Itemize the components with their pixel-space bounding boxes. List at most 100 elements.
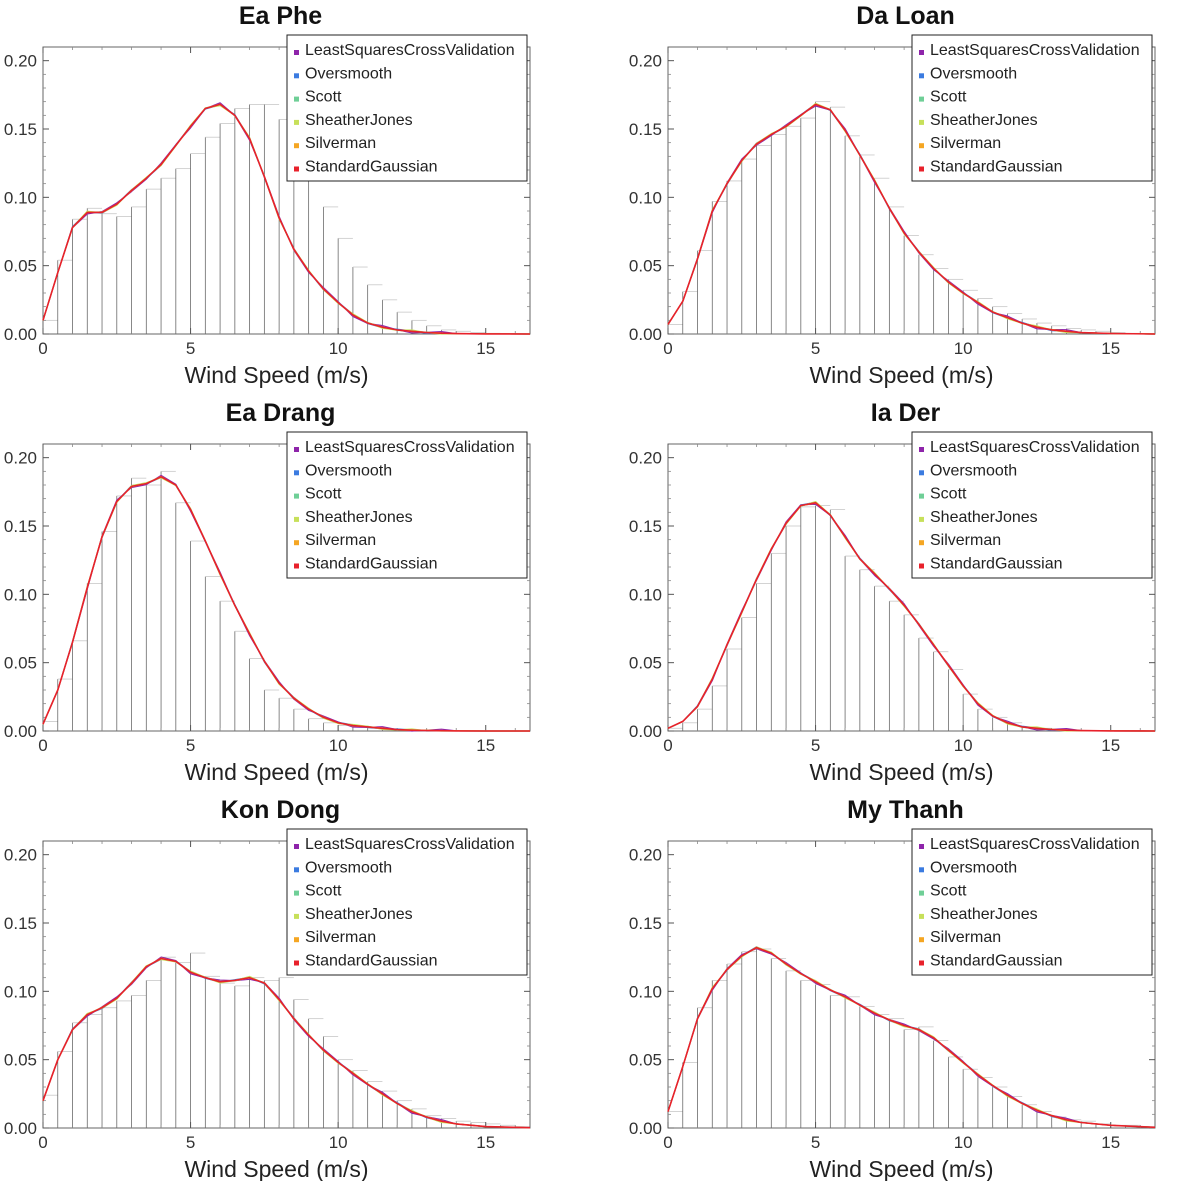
legend-swatch xyxy=(919,540,924,546)
legend-swatch xyxy=(919,143,924,149)
legend-swatch xyxy=(294,960,299,966)
chart-title: Da Loan xyxy=(856,2,955,30)
legend-label: Silverman xyxy=(305,929,376,946)
density-curve-silverman xyxy=(42,957,531,1129)
legend-label: Scott xyxy=(930,486,967,503)
y-tick-label: 0.00 xyxy=(4,325,37,344)
y-tick-label: 0.15 xyxy=(629,914,662,933)
x-tick-label: 10 xyxy=(329,1133,348,1152)
legend-swatch xyxy=(294,470,299,476)
y-tick-label: 0.10 xyxy=(629,188,662,207)
y-tick-label: 0.15 xyxy=(629,517,662,536)
legend-swatch xyxy=(919,890,924,896)
legend-label: StandardGaussian xyxy=(305,159,438,176)
legend-label: Oversmooth xyxy=(305,859,392,876)
legend-swatch xyxy=(294,493,299,499)
legend-label: StandardGaussian xyxy=(305,556,438,573)
y-tick-label: 0.00 xyxy=(629,722,662,741)
x-tick-label: 10 xyxy=(954,1133,973,1152)
y-tick-label: 0.10 xyxy=(4,982,37,1001)
x-tick-label: 15 xyxy=(476,736,495,755)
x-tick-label: 10 xyxy=(954,736,973,755)
y-tick-label: 0.20 xyxy=(4,449,37,468)
x-tick-label: 15 xyxy=(1101,1133,1120,1152)
legend-swatch xyxy=(294,119,299,125)
chart-title: My Thanh xyxy=(847,796,964,824)
legend-swatch xyxy=(294,143,299,149)
legend-label: Silverman xyxy=(305,532,376,549)
legend-box xyxy=(286,34,528,182)
x-axis-label: Wind Speed (m/s) xyxy=(184,362,368,388)
x-axis-label: Wind Speed (m/s) xyxy=(184,1156,368,1181)
legend-label: SheatherJones xyxy=(930,906,1038,923)
y-tick-label: 0.20 xyxy=(629,449,662,468)
x-axis-label: Wind Speed (m/s) xyxy=(809,1156,993,1181)
legend-label: Oversmooth xyxy=(930,462,1017,479)
legend-swatch xyxy=(919,73,924,79)
legend-swatch xyxy=(919,50,924,55)
chart-panel: Ea Drang 0.00 0.05 0.10 0.15 0.20 0 5 10 15 Wind S… xyxy=(4,399,531,785)
x-tick-label: 0 xyxy=(38,339,47,358)
legend-label: LeastSquaresCrossValidation xyxy=(305,439,515,456)
x-tick-label: 10 xyxy=(329,736,348,755)
x-tick-label: 5 xyxy=(186,1133,195,1152)
chart-panel: Ia Der 0.00 0.05 0.10 0.15 0.20 0 5 10 15 Wind Spe… xyxy=(629,399,1156,785)
legend-label: Scott xyxy=(930,89,967,106)
legend-swatch xyxy=(294,844,299,849)
x-tick-label: 5 xyxy=(186,736,195,755)
density-curve-standardgaussian xyxy=(42,103,531,335)
density-curve-standardgaussian xyxy=(667,946,1156,1129)
x-tick-label: 15 xyxy=(1101,736,1120,755)
legend-label: StandardGaussian xyxy=(305,953,438,970)
y-tick-label: 0.00 xyxy=(4,722,37,741)
x-tick-label: 5 xyxy=(186,339,195,358)
density-curve-standardgaussian xyxy=(667,501,1156,732)
legend-swatch xyxy=(919,913,924,919)
legend-label: Silverman xyxy=(305,135,376,152)
y-tick-label: 0.10 xyxy=(629,982,662,1001)
legend-label: Silverman xyxy=(930,929,1001,946)
legend-box xyxy=(286,431,528,579)
legend-swatch xyxy=(919,493,924,499)
x-tick-label: 5 xyxy=(811,736,820,755)
legend-label: Silverman xyxy=(930,532,1001,549)
x-axis-label: Wind Speed (m/s) xyxy=(809,362,993,388)
legend-label: Scott xyxy=(930,883,967,900)
legend-swatch xyxy=(294,50,299,55)
legend-swatch xyxy=(919,867,924,873)
x-tick-label: 10 xyxy=(954,339,973,358)
legend-label: Scott xyxy=(305,883,342,900)
legend-label: SheatherJones xyxy=(305,112,413,129)
y-tick-label: 0.10 xyxy=(629,585,662,604)
legend-swatch xyxy=(294,96,299,102)
x-tick-label: 0 xyxy=(663,339,672,358)
y-tick-label: 0.15 xyxy=(4,914,37,933)
y-tick-label: 0.20 xyxy=(629,846,662,865)
y-tick-label: 0.15 xyxy=(4,120,37,139)
legend-swatch xyxy=(294,913,299,919)
legend-swatch xyxy=(919,96,924,102)
legend-label: LeastSquaresCrossValidation xyxy=(930,42,1140,59)
y-tick-label: 0.00 xyxy=(629,325,662,344)
y-tick-label: 0.20 xyxy=(4,52,37,71)
y-tick-label: 0.15 xyxy=(4,517,37,536)
legend-label: Oversmooth xyxy=(305,65,392,82)
legend-label: LeastSquaresCrossValidation xyxy=(305,836,515,853)
legend-swatch xyxy=(919,447,924,452)
y-tick-label: 0.05 xyxy=(4,1051,37,1070)
legend-label: SheatherJones xyxy=(305,509,413,526)
legend-label: Scott xyxy=(305,486,342,503)
legend-swatch xyxy=(919,960,924,966)
density-curve-standardgaussian xyxy=(42,957,531,1129)
legend-swatch xyxy=(294,447,299,452)
y-tick-label: 0.10 xyxy=(4,585,37,604)
legend-label: SheatherJones xyxy=(930,112,1038,129)
legend-label: Scott xyxy=(305,89,342,106)
density-curve-leastsquarescrossvalidation xyxy=(42,956,531,1129)
legend-label: LeastSquaresCrossValidation xyxy=(930,836,1140,853)
legend-swatch xyxy=(294,166,299,172)
legend-label: StandardGaussian xyxy=(930,556,1063,573)
x-tick-label: 0 xyxy=(663,1133,672,1152)
chart-panel: Da Loan 0.00 0.05 0.10 0.15 0.20 0 5 10 15 Wind Sp… xyxy=(629,2,1156,388)
